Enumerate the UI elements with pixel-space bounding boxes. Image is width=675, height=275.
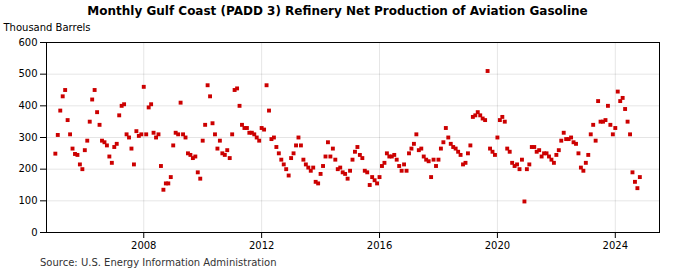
html-text:Source: U.S. Energy Informatio: Source: U.S. Energy Information Administ…	[40, 257, 277, 268]
svg-text:2016: 2016	[367, 240, 392, 251]
svg-text:2008: 2008	[131, 240, 156, 251]
svg-text:2024: 2024	[603, 240, 628, 251]
html-text:Monthly Gulf Coast (PADD 3) Re: Monthly Gulf Coast (PADD 3) Refinery Net…	[87, 4, 588, 18]
svg-text:2012: 2012	[249, 240, 274, 251]
svg-text:100: 100	[18, 195, 37, 206]
svg-text:0: 0	[31, 227, 37, 238]
svg-text:600: 600	[18, 37, 37, 48]
svg-text:400: 400	[18, 100, 37, 111]
svg-text:300: 300	[18, 132, 37, 143]
svg-text:2020: 2020	[485, 240, 510, 251]
svg-text:200: 200	[18, 163, 37, 174]
svg-text:Thousand Barrels: Thousand Barrels	[3, 22, 91, 33]
svg-text:500: 500	[18, 68, 37, 79]
